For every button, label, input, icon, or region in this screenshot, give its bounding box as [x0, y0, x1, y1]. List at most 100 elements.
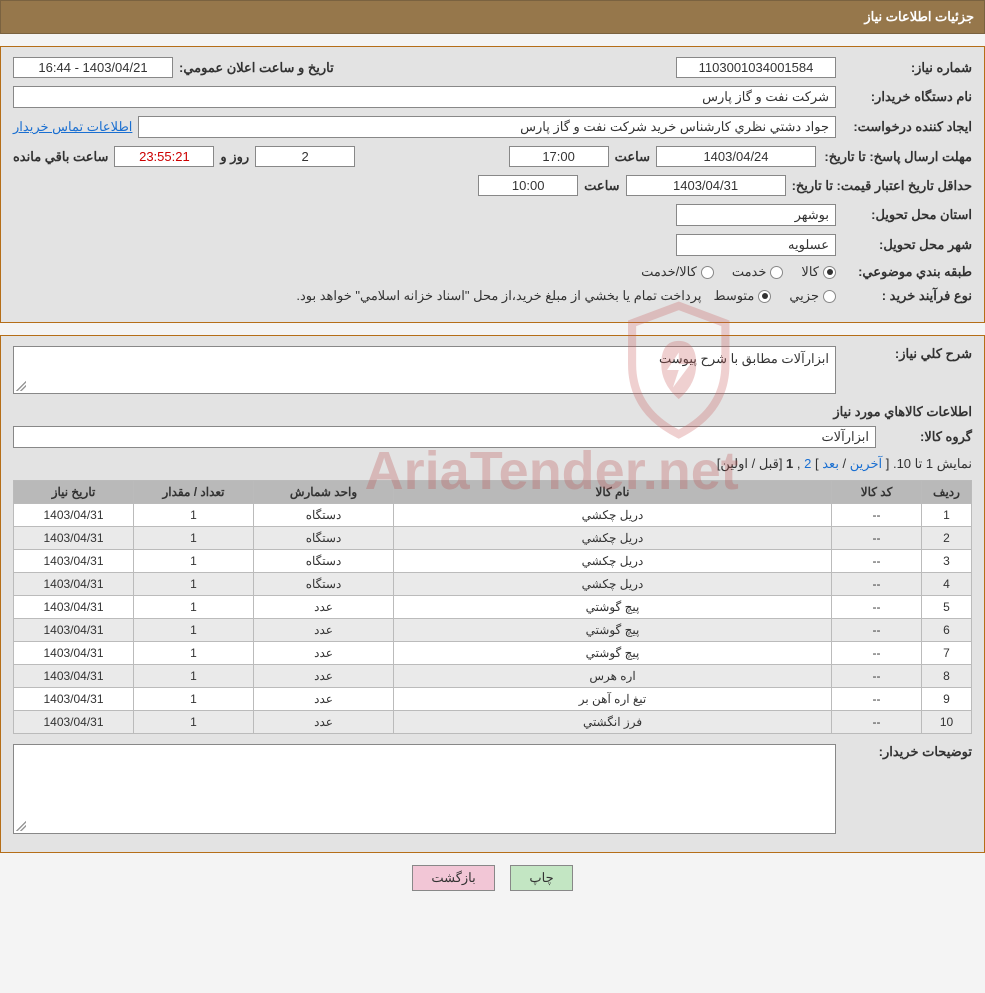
response-deadline-label: مهلت ارسال پاسخ: تا تاريخ: — [822, 149, 972, 165]
back-button[interactable]: بازگشت — [412, 865, 494, 891]
buyer-label: نام دستگاه خريدار: — [842, 89, 972, 105]
goods-group-value: ابزارآلات — [13, 426, 876, 448]
page-last-link[interactable]: آخرين — [850, 456, 882, 471]
buyer-notes-textarea[interactable] — [13, 744, 836, 834]
goods-group-label: گروه كالا: — [882, 429, 972, 445]
table-cell: 1 — [134, 527, 254, 550]
table-cell: 1 — [134, 619, 254, 642]
table-cell: 1403/04/31 — [14, 573, 134, 596]
table-row: 9--تيغ اره آهن برعدد11403/04/31 — [14, 688, 972, 711]
table-cell: پيچ گوشتي — [394, 642, 832, 665]
table-cell: 1 — [134, 665, 254, 688]
row-requester: ايجاد كننده درخواست: جواد دشتي نظري كارش… — [13, 116, 972, 138]
radio-goods[interactable]: كالا — [801, 264, 836, 280]
resize-grip-icon[interactable] — [16, 381, 26, 391]
row-need-desc: شرح كلي نياز: ابزارآلات مطابق با شرح پيو… — [13, 346, 972, 394]
table-header-row: رديف كد كالا نام كالا واحد شمارش تعداد /… — [14, 481, 972, 504]
print-button[interactable]: چاپ — [510, 865, 572, 891]
table-row: 10--فرز انگشتيعدد11403/04/31 — [14, 711, 972, 734]
need-desc-label: شرح كلي نياز: — [842, 346, 972, 362]
table-cell: 1403/04/31 — [14, 619, 134, 642]
table-row: 3--دريل چكشيدستگاه11403/04/31 — [14, 550, 972, 573]
table-cell: عدد — [254, 711, 394, 734]
table-cell: 7 — [922, 642, 972, 665]
table-cell: پيچ گوشتي — [394, 596, 832, 619]
table-cell: 1 — [134, 688, 254, 711]
page-current: 1 — [786, 456, 793, 471]
th-name: نام كالا — [394, 481, 832, 504]
table-row: 1--دريل چكشيدستگاه11403/04/31 — [14, 504, 972, 527]
page-next-link[interactable]: بعد — [822, 456, 839, 471]
category-radio-group: كالا خدمت كالا/خدمت — [641, 264, 836, 280]
city-label: شهر محل تحويل: — [842, 237, 972, 253]
table-cell: 1403/04/31 — [14, 688, 134, 711]
radio-dot-icon — [823, 290, 836, 303]
announce-value: 1403/04/21 - 16:44 — [13, 57, 173, 78]
radio-service[interactable]: خدمت — [732, 264, 784, 280]
pagination: نمايش 1 تا 10. [ آخرين / بعد ] 2 , 1 [قب… — [13, 456, 972, 472]
table-cell: 10 — [922, 711, 972, 734]
resize-grip-icon[interactable] — [16, 821, 26, 831]
radio-partial-label: جزيي — [789, 288, 819, 304]
table-cell: 1403/04/31 — [14, 527, 134, 550]
row-buyer: نام دستگاه خريدار: شركت نفت و گاز پارس — [13, 86, 972, 108]
row-city: شهر محل تحويل: عسلويه — [13, 234, 972, 256]
validity-date: 1403/04/31 — [626, 175, 786, 196]
table-cell: 9 — [922, 688, 972, 711]
table-row: 7--پيچ گوشتيعدد11403/04/31 — [14, 642, 972, 665]
table-cell: -- — [832, 665, 922, 688]
table-cell: 2 — [922, 527, 972, 550]
validity-label: حداقل تاريخ اعتبار قيمت: تا تاريخ: — [792, 178, 972, 194]
radio-dot-icon — [770, 266, 783, 279]
need-desc-textarea[interactable]: ابزارآلات مطابق با شرح پيوست — [13, 346, 836, 394]
radio-medium-label: متوسط — [713, 288, 754, 304]
table-cell: دريل چكشي — [394, 550, 832, 573]
table-cell: عدد — [254, 596, 394, 619]
details-panel: شماره نياز: 1103001034001584 تاريخ و ساع… — [0, 46, 985, 323]
table-cell: -- — [832, 711, 922, 734]
table-cell: -- — [832, 642, 922, 665]
validity-time: 10:00 — [478, 175, 578, 196]
process-note: پرداخت تمام يا بخشي از مبلغ خريد،از محل … — [296, 288, 701, 304]
pagination-prev-first: [قبل / اولين] — [717, 456, 786, 471]
radio-medium[interactable]: متوسط — [713, 288, 771, 304]
table-cell: دستگاه — [254, 527, 394, 550]
table-cell: 5 — [922, 596, 972, 619]
table-cell: عدد — [254, 619, 394, 642]
table-cell: 1 — [922, 504, 972, 527]
radio-dot-icon — [823, 266, 836, 279]
table-cell: 1403/04/31 — [14, 642, 134, 665]
table-cell: 1403/04/31 — [14, 504, 134, 527]
table-cell: 1 — [134, 573, 254, 596]
row-process: نوع فرآيند خريد : جزيي متوسط پرداخت تمام… — [13, 288, 972, 304]
th-date: تاريخ نياز — [14, 481, 134, 504]
radio-goods-label: كالا — [801, 264, 819, 280]
th-qty: تعداد / مقدار — [134, 481, 254, 504]
requester-label: ايجاد كننده درخواست: — [842, 119, 972, 135]
th-code: كد كالا — [832, 481, 922, 504]
response-date: 1403/04/24 — [656, 146, 816, 167]
radio-service-label: خدمت — [732, 264, 767, 280]
table-cell: 1 — [134, 642, 254, 665]
response-time-label: ساعت — [615, 149, 650, 165]
buyer-contact-link[interactable]: اطلاعات تماس خريدار — [13, 119, 132, 135]
requester-value: جواد دشتي نظري كارشناس خريد شركت نفت و گ… — [138, 116, 836, 138]
table-row: 8--اره هرسعدد11403/04/31 — [14, 665, 972, 688]
table-cell: دريل چكشي — [394, 527, 832, 550]
goods-info-title: اطلاعات كالاهاي مورد نياز — [13, 404, 972, 420]
table-cell: -- — [832, 527, 922, 550]
table-cell: 1 — [134, 596, 254, 619]
table-cell: 1403/04/31 — [14, 711, 134, 734]
table-cell: 8 — [922, 665, 972, 688]
table-cell: 6 — [922, 619, 972, 642]
city-value: عسلويه — [676, 234, 836, 256]
radio-partial[interactable]: جزيي — [789, 288, 836, 304]
row-validity: حداقل تاريخ اعتبار قيمت: تا تاريخ: 1403/… — [13, 175, 972, 196]
radio-goodservice[interactable]: كالا/خدمت — [641, 264, 714, 280]
table-cell: 4 — [922, 573, 972, 596]
table-cell: دستگاه — [254, 573, 394, 596]
need-no-label: شماره نياز: — [842, 60, 972, 76]
process-radio-group: جزيي متوسط — [713, 288, 836, 304]
table-cell: اره هرس — [394, 665, 832, 688]
table-cell: -- — [832, 596, 922, 619]
